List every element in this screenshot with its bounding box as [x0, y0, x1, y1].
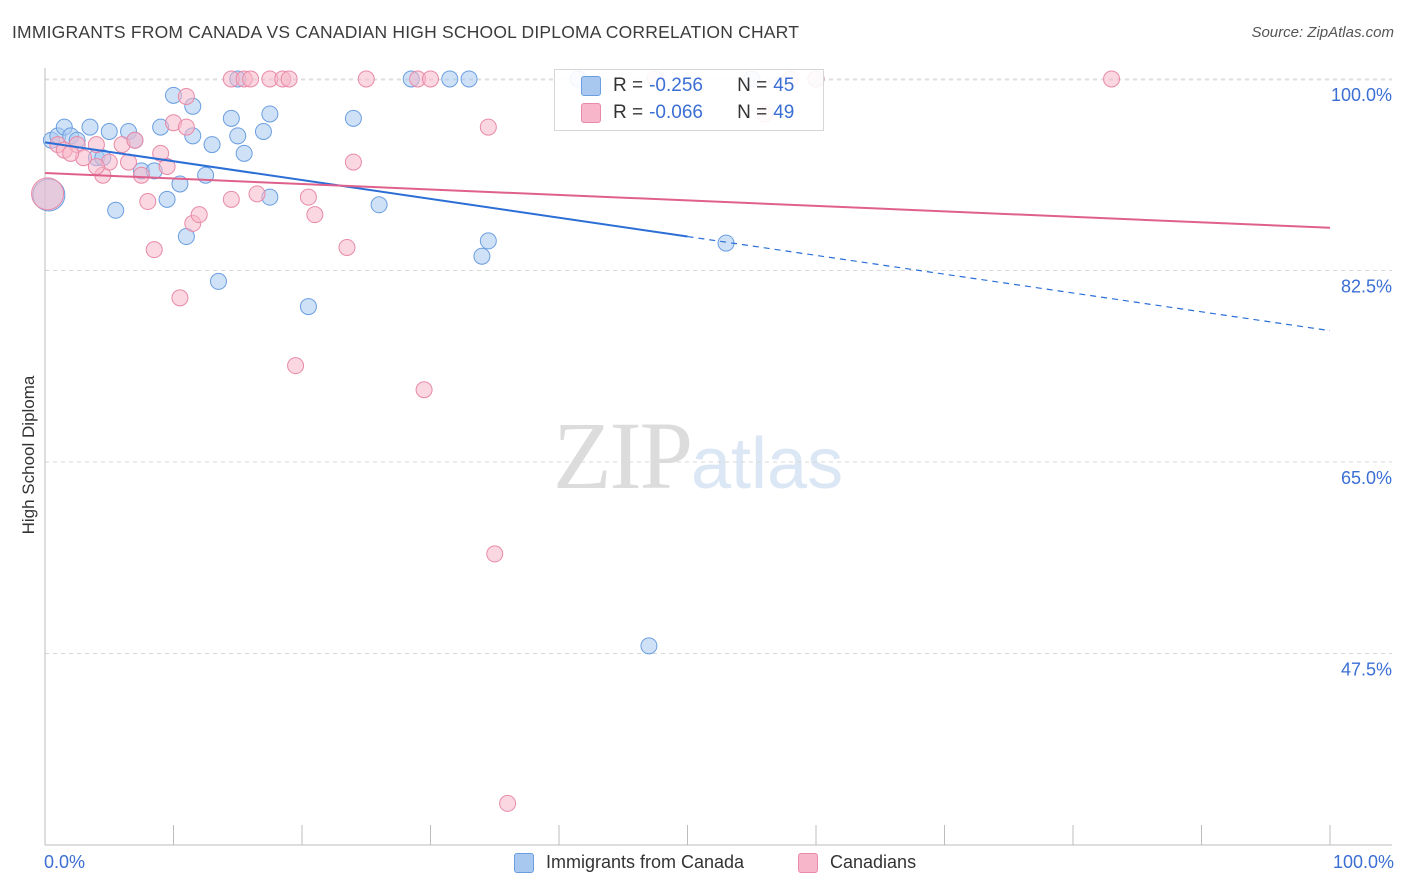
blue-swatch	[514, 852, 534, 873]
x-tick-left: 0.0%	[44, 852, 86, 872]
point-canadians	[499, 794, 517, 812]
blue-swatch	[581, 76, 601, 96]
point-canadians	[344, 153, 362, 171]
series-legend: Immigrants from Canada Canadians	[0, 852, 1406, 878]
chart-title: IMMIGRANTS FROM CANADA VS CANADIAN HIGH …	[12, 22, 800, 42]
point-canadians	[132, 166, 150, 184]
legend-item-canadians[interactable]: Canadians	[798, 852, 916, 873]
n-label: N =	[737, 102, 768, 123]
point-immigrants	[460, 70, 478, 88]
point-immigrants	[171, 175, 189, 193]
point-canadians	[280, 70, 298, 88]
stats-legend-row-pink: R = -0.066 N = 49	[581, 101, 794, 125]
n-value: 49	[773, 102, 795, 123]
point-immigrants	[299, 298, 317, 316]
source-label: Source: ZipAtlas.com	[1251, 24, 1394, 41]
point-canadians	[357, 70, 375, 88]
r-value: -0.256	[649, 75, 703, 96]
legend-item-label: Immigrants from Canada	[546, 852, 745, 872]
r-label: R =	[613, 102, 644, 123]
point-canadians	[479, 118, 497, 136]
point-immigrants	[344, 109, 362, 127]
pink-swatch	[798, 852, 818, 873]
point-canadians	[1103, 70, 1121, 88]
point-canadians	[299, 188, 317, 206]
point-immigrants	[209, 272, 227, 290]
point-canadians	[248, 185, 266, 203]
point-canadians	[158, 157, 176, 175]
r-label: R =	[613, 75, 644, 96]
point-immigrants	[261, 105, 279, 123]
legend-item-label: Canadians	[830, 852, 917, 872]
point-canadians	[171, 289, 189, 307]
point-immigrants	[441, 70, 459, 88]
y-tick-label: 82.5%	[1341, 276, 1392, 296]
point-canadians	[120, 153, 138, 171]
point-canadians	[177, 118, 195, 136]
point-canadians	[287, 357, 305, 375]
r-value: -0.066	[649, 102, 703, 123]
point-immigrants	[640, 637, 658, 655]
pink-swatch	[581, 103, 601, 123]
point-canadians	[242, 70, 260, 88]
point-canadians	[190, 206, 208, 224]
point-immigrants	[158, 190, 176, 208]
stats-legend: R = -0.256 N = 45 R = -0.066 N = 49	[554, 69, 824, 131]
point-immigrants	[222, 109, 240, 127]
point-immigrants	[473, 247, 491, 265]
point-canadians	[126, 131, 144, 149]
point-canadians	[222, 190, 240, 208]
y-tick-label: 47.5%	[1341, 659, 1392, 679]
trend-line-immigrants	[44, 141, 688, 238]
point-immigrants	[107, 201, 125, 219]
point-immigrants	[370, 196, 388, 214]
point-canadians	[177, 87, 195, 105]
point-immigrants	[81, 118, 99, 136]
x-tick-right: 100.0%	[1332, 852, 1394, 872]
point-immigrants	[100, 122, 118, 140]
y-tick-label: 65.0%	[1341, 468, 1392, 488]
point-canadians	[139, 193, 157, 211]
stats-legend-row-blue: R = -0.256 N = 45	[581, 74, 794, 98]
y-tick-label: 100.0%	[1331, 85, 1392, 105]
point-canadians	[145, 241, 163, 259]
trend-line-immigrants-projection	[687, 235, 1331, 332]
point-immigrants	[479, 232, 497, 250]
point-canadians	[486, 545, 504, 563]
trend-line-canadians	[44, 172, 1331, 229]
n-value: 45	[773, 75, 795, 96]
point-immigrants	[203, 136, 221, 154]
point-canadians	[338, 238, 356, 256]
legend-item-immigrants[interactable]: Immigrants from Canada	[514, 852, 744, 873]
point-immigrants	[235, 144, 253, 162]
point-canadians	[87, 157, 105, 175]
point-canadians	[422, 70, 439, 88]
n-label: N =	[737, 75, 768, 96]
point-canadians	[306, 206, 324, 224]
point-canadians	[415, 381, 433, 399]
point-immigrants	[254, 122, 272, 140]
point-immigrants	[229, 127, 247, 145]
point-canadians	[31, 177, 65, 211]
